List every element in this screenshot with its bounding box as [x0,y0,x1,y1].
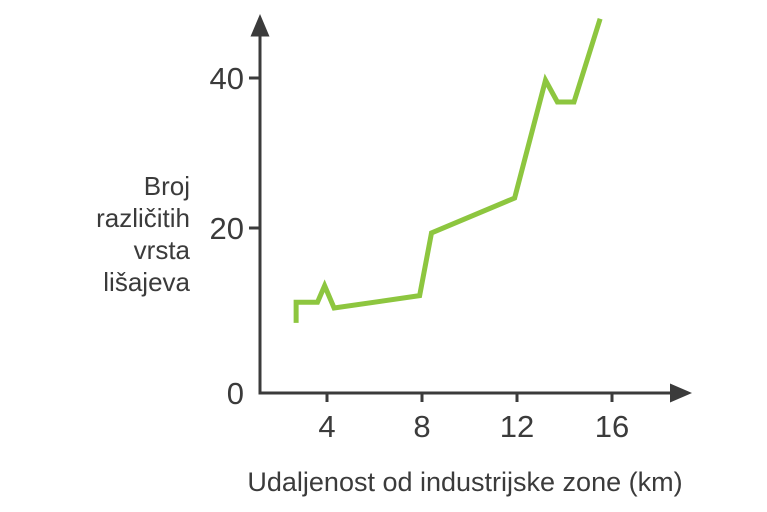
x-tick-label: 8 [413,409,430,444]
y-tick-label: 40 [210,61,244,96]
y-tick-label: 20 [210,211,244,246]
x-tick-label: 16 [595,409,629,444]
y-tick-label: 0 [227,376,244,411]
y-axis-title: Broj različitih vrsta lišajeva [96,171,190,297]
data-line [293,18,603,323]
x-tick-label: 12 [500,409,534,444]
x-axis-title: Udaljenost od industrijske zone (km) [247,467,683,497]
x-axis-arrowhead-icon [670,383,692,403]
y-axis-arrowhead-icon [250,14,270,37]
x-tick-label: 4 [318,409,335,444]
